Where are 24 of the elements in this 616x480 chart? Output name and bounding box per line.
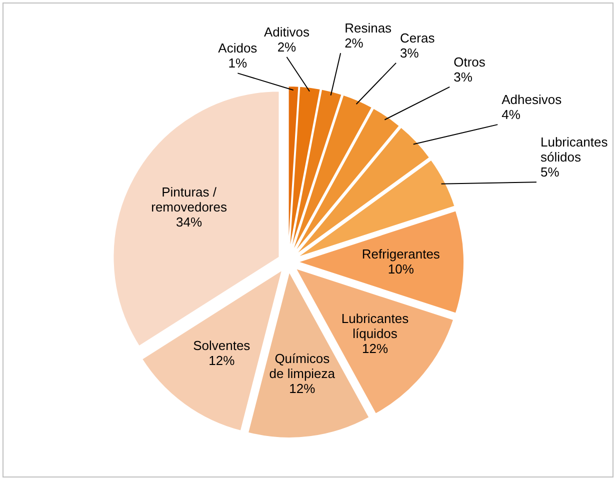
data-label: 4% — [502, 107, 521, 122]
data-label: 34% — [176, 214, 202, 230]
slice-label: Acidos — [218, 40, 258, 56]
data-label: 12% — [289, 381, 316, 396]
slice-label: Aditivos — [264, 24, 310, 40]
slice-label: Pinturas / removedores — [151, 184, 228, 215]
slice-label: Adhesivos — [502, 92, 562, 108]
data-label: 3% — [400, 45, 420, 60]
data-label: 3% — [454, 69, 473, 84]
slice-label: Ceras — [400, 30, 436, 46]
data-label: 2% — [277, 40, 297, 55]
data-label: 12% — [208, 352, 236, 368]
slice-label: Refrigerantes — [362, 246, 440, 262]
slice-label: Lubricantes líquidos — [341, 310, 410, 341]
data-label: 1% — [228, 56, 248, 71]
data-label: 2% — [344, 36, 364, 51]
slice-label: Otros — [454, 54, 486, 70]
slice-label: Químicos de limpieza — [269, 351, 336, 382]
data-label: 12% — [362, 340, 388, 356]
slice-label: Resinas — [344, 20, 392, 36]
slice-label: Lubricantes sólidos — [540, 134, 608, 165]
data-label: 10% — [388, 262, 414, 276]
slice-label: Solventes — [193, 338, 251, 353]
data-label: 5% — [540, 164, 560, 180]
